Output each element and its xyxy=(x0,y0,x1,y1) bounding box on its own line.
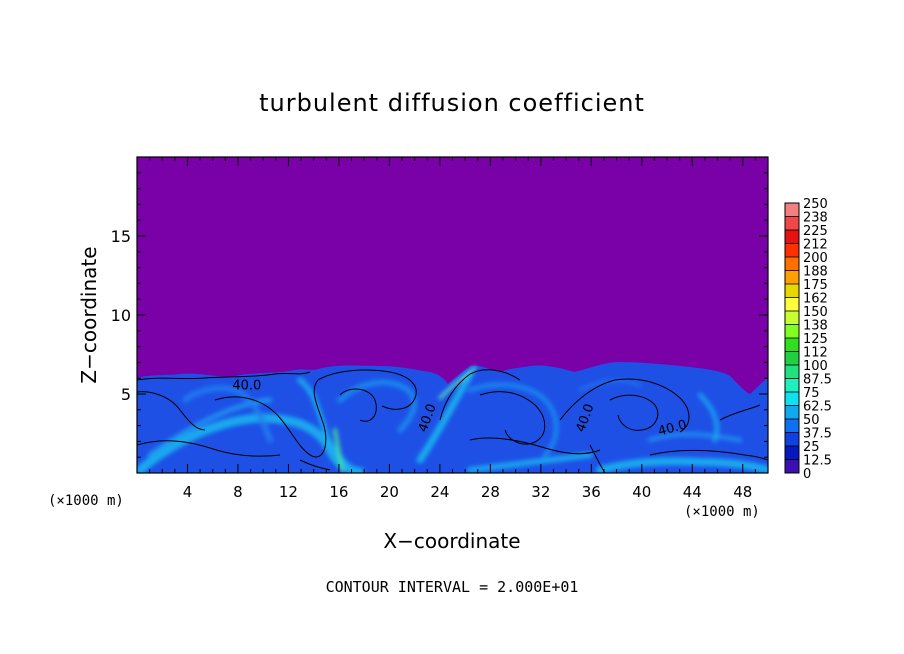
x-tick-label: 32 xyxy=(531,483,550,501)
colorbar-swatch xyxy=(785,351,799,365)
colorbar-level-label: 87.5 xyxy=(803,373,832,388)
colorbar-swatch xyxy=(785,446,799,460)
x-tick-label: 44 xyxy=(683,483,702,501)
colorbar-swatch xyxy=(785,432,799,446)
colorbar-swatch xyxy=(785,338,799,352)
colorbar-swatch xyxy=(785,405,799,419)
colorbar-swatch xyxy=(785,324,799,338)
y-tick-label: 5 xyxy=(121,385,131,404)
colorbar-level-label: 25 xyxy=(803,440,820,455)
x-axis-label: X−coordinate xyxy=(383,529,520,553)
x-tick-label: 8 xyxy=(233,483,243,501)
colorbar-level-label: 238 xyxy=(803,211,828,226)
y-axis-label: Z−coordinate xyxy=(77,246,101,383)
colorbar-level-label: 100 xyxy=(803,359,828,374)
colorbar-swatch xyxy=(785,270,799,284)
colorbar-swatch xyxy=(785,284,799,298)
y-tick-label: 10 xyxy=(111,306,131,325)
turbulent-layer xyxy=(137,362,768,473)
colorbar-level-label: 0 xyxy=(803,467,811,482)
colorbar-swatch xyxy=(785,230,799,244)
x-unit-left: (×1000 m) xyxy=(48,493,124,509)
colorbar-level-label: 200 xyxy=(803,251,828,266)
x-tick-label: 40 xyxy=(632,483,651,501)
colorbar-level-label: 250 xyxy=(803,197,828,212)
colorbar-level-label: 112 xyxy=(803,346,828,361)
colorbar-swatch xyxy=(785,419,799,433)
x-tick-label: 4 xyxy=(183,483,193,501)
colorbar-level-label: 150 xyxy=(803,305,828,320)
colorbar-swatch xyxy=(785,459,799,473)
colorbar-swatch xyxy=(785,203,799,217)
colorbar: 2502382252122001881751621501381251121008… xyxy=(784,197,832,482)
x-tick-label: 24 xyxy=(430,483,449,501)
colorbar-level-label: 212 xyxy=(803,238,828,253)
colorbar-level-label: 50 xyxy=(803,413,820,428)
plot-area: 40.040.0 40.0 40.0 xyxy=(137,157,768,473)
swirl-highlights xyxy=(137,366,768,473)
x-tick-label: 20 xyxy=(380,483,399,501)
contour-label: 40.0 xyxy=(657,418,689,440)
contour-lines xyxy=(137,369,768,473)
colorbar-swatch xyxy=(785,216,799,230)
x-axis: 4 8 12 16 20 24 28 32 36 40 44 48 xyxy=(149,157,756,501)
colorbar-swatch xyxy=(785,378,799,392)
x-tick-label: 12 xyxy=(279,483,298,501)
chart-title: turbulent diffusion coefficient xyxy=(259,89,645,117)
x-tick-label: 48 xyxy=(733,483,752,501)
x-unit-right: (×1000 m) xyxy=(684,504,760,520)
colorbar-level-label: 37.5 xyxy=(803,427,832,442)
colorbar-level-label: 62.5 xyxy=(803,400,832,415)
colorbar-swatch xyxy=(785,311,799,325)
x-tick-label: 28 xyxy=(481,483,500,501)
colorbar-level-label: 138 xyxy=(803,319,828,334)
colorbar-level-label: 12.5 xyxy=(803,454,832,469)
y-axis: 5 10 15 xyxy=(111,172,768,458)
colorbar-level-label: 175 xyxy=(803,278,828,293)
x-tick-label: 16 xyxy=(329,483,348,501)
colorbar-swatch xyxy=(785,243,799,257)
colorbar-swatch xyxy=(785,365,799,379)
colorbar-level-label: 162 xyxy=(803,292,828,307)
x-tick-label: 36 xyxy=(582,483,601,501)
colorbar-level-label: 225 xyxy=(803,224,828,239)
contour-label: 40.0 xyxy=(232,378,261,393)
colorbar-level-label: 75 xyxy=(803,386,820,401)
colorbar-swatch xyxy=(785,297,799,311)
contour-interval-note: CONTOUR INTERVAL = 2.000E+01 xyxy=(326,578,579,596)
colorbar-swatch xyxy=(785,257,799,271)
colorbar-level-label: 125 xyxy=(803,332,828,347)
colorbar-swatch xyxy=(785,392,799,406)
colorbar-level-label: 188 xyxy=(803,265,828,280)
y-tick-label: 15 xyxy=(111,227,131,246)
